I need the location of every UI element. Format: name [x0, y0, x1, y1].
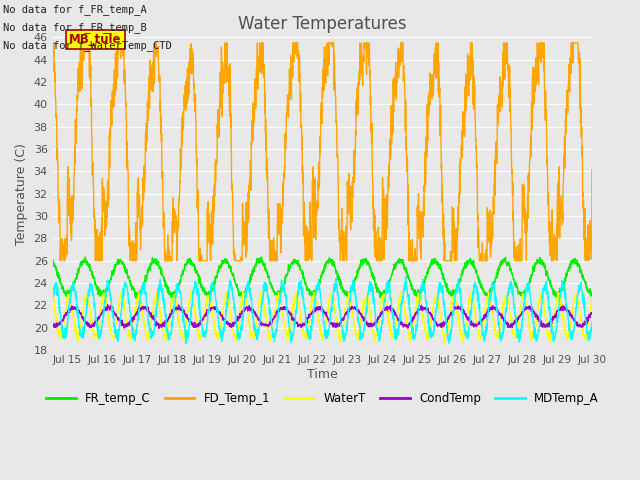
Text: No data for f_FR_temp_A: No data for f_FR_temp_A — [3, 4, 147, 15]
Text: No data for f_FR_temp_B: No data for f_FR_temp_B — [3, 22, 147, 33]
Legend: FR_temp_C, FD_Temp_1, WaterT, CondTemp, MDTemp_A: FR_temp_C, FD_Temp_1, WaterT, CondTemp, … — [42, 387, 604, 410]
Text: No data for f_WaterTemp_CTD: No data for f_WaterTemp_CTD — [3, 40, 172, 51]
X-axis label: Time: Time — [307, 368, 338, 381]
Title: Water Temperatures: Water Temperatures — [238, 15, 406, 33]
Text: MB_tule: MB_tule — [69, 33, 122, 46]
Y-axis label: Temperature (C): Temperature (C) — [15, 143, 28, 245]
